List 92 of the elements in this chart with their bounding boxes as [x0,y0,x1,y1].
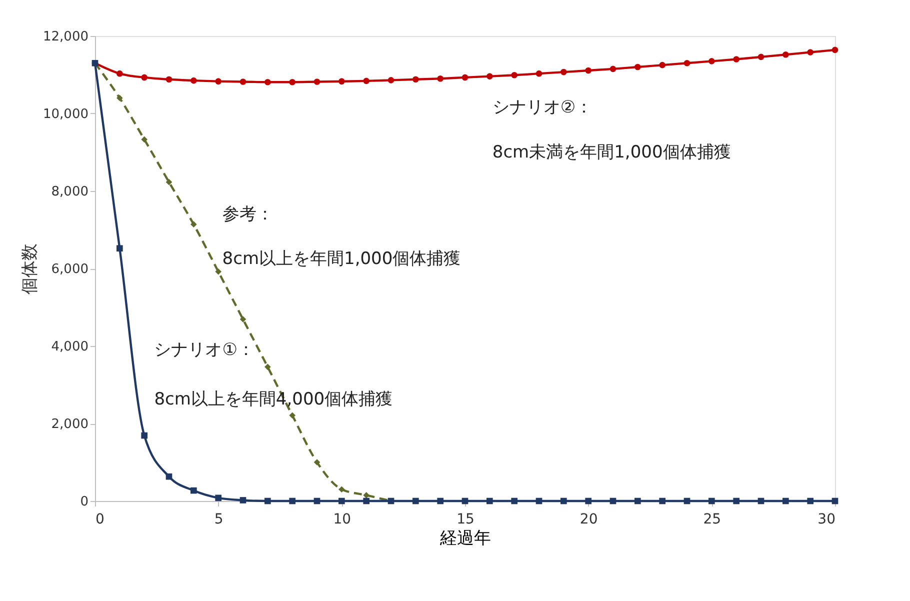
point [412,76,419,83]
y-tick-label: 4,000 [51,340,88,354]
point [166,76,172,83]
point [388,77,394,84]
point [634,64,641,70]
y-tick-label: 2,000 [51,417,88,432]
point [708,498,715,504]
point [585,67,592,74]
point [215,268,222,275]
y-tick-label: 0 [80,494,88,510]
point [782,498,789,504]
point [782,51,789,58]
point [511,72,518,78]
point [264,364,271,370]
point [240,497,246,504]
point [536,70,542,77]
x-tick-label: 25 [703,512,722,528]
point [585,498,592,504]
y-tick-label: 6,000 [51,262,88,277]
point [659,498,666,504]
point [511,498,518,504]
x-axis-title: 経過年 [439,528,491,548]
point [412,498,419,504]
point [560,498,567,504]
point [314,459,320,466]
point [462,74,468,81]
point [240,316,246,322]
point [289,78,296,86]
point [363,78,370,84]
point [116,70,123,77]
annotation: 8cm以上を年間1,000個体捕獲 [222,249,461,270]
point [363,492,370,498]
annotation: シナリオ①： [154,340,254,360]
point [684,60,690,66]
annotation: シナリオ②： [492,98,593,118]
point [116,245,123,252]
point [166,473,172,480]
point [190,221,197,228]
point [733,56,740,62]
point [807,49,814,56]
point [363,498,370,504]
point [314,498,320,504]
point [190,487,197,494]
point [141,136,148,143]
point [190,77,197,84]
point [240,78,246,85]
x-tick-label: 15 [456,512,474,528]
point [338,498,345,504]
point [437,498,444,504]
point [437,75,444,82]
annotation: 参考： [222,204,274,225]
point [758,498,764,504]
point [536,498,542,504]
point [338,78,345,84]
x-tick-label: 30 [818,512,836,528]
point [659,62,666,68]
point [264,78,271,86]
point [733,498,740,504]
point [215,494,222,502]
y-axis-title: 個体数 [20,244,40,294]
point [758,54,764,60]
y-tick-label: 12,000 [43,30,88,44]
point [264,498,271,504]
point [338,486,345,493]
point [684,498,690,504]
point [141,74,148,81]
point [708,58,715,64]
annotation: 8cm未満を年間1,000個体捕獲 [492,142,731,162]
point [289,412,296,419]
point [610,498,616,504]
point [141,432,148,439]
y-tick-label: 8,000 [51,184,88,200]
point [486,73,493,80]
x-tick-label: 5 [214,512,224,528]
point [832,46,838,54]
point [832,498,838,504]
x-tick-label: 20 [580,512,598,528]
point [314,78,320,85]
point [462,498,468,504]
point [807,498,814,504]
x-tick-label: 10 [333,512,352,528]
point [610,66,616,72]
point [634,498,641,504]
point [116,94,123,102]
point [289,498,296,504]
point [215,78,222,84]
annotation: 8cm以上を年間4,000個体捕獲 [154,390,393,410]
point [486,498,493,504]
x-tick-label: 0 [96,512,104,528]
y-tick-label: 10,000 [43,107,88,122]
point [560,68,567,76]
point [166,178,172,186]
